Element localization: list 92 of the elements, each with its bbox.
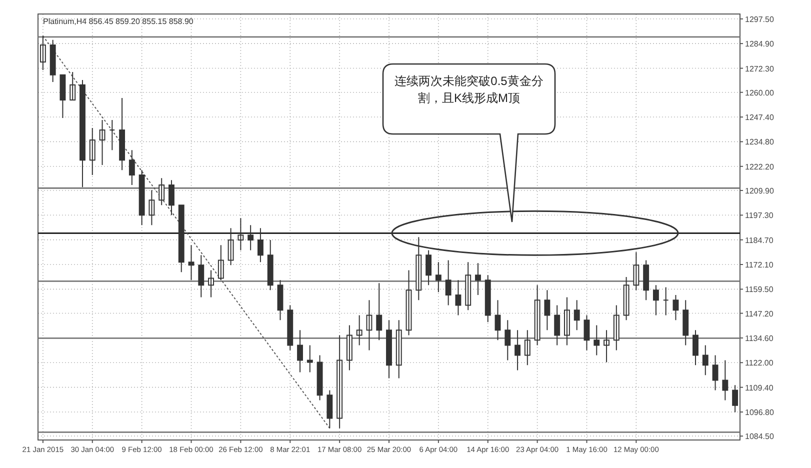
- y-tick-label: 1197.30: [745, 211, 774, 220]
- y-tick-label: 1159.50: [745, 285, 774, 294]
- candlestick: [208, 270, 214, 298]
- candlestick: [455, 280, 462, 316]
- candlestick: [346, 324, 352, 371]
- candlestick: [494, 300, 501, 341]
- y-tick-label: 1084.50: [745, 432, 774, 442]
- candlestick: [692, 330, 698, 366]
- y-tick-label: 1096.80: [745, 408, 774, 417]
- candlestick: [604, 330, 610, 363]
- candlestick: [426, 250, 432, 286]
- candlestick: [564, 296, 570, 346]
- candlestick: [326, 390, 333, 429]
- candlestick: [168, 180, 174, 216]
- candlestick: [484, 274, 491, 323]
- candlestick: [524, 330, 530, 366]
- candlestick: [40, 35, 46, 71]
- candlestick: [386, 320, 392, 379]
- candlestick: [514, 330, 521, 371]
- candlestick: [445, 260, 452, 306]
- y-tick-label: 1147.20: [745, 309, 774, 318]
- candlestick: [623, 276, 630, 321]
- candlestick: [128, 150, 135, 186]
- candlestick: [178, 204, 184, 273]
- candlestick: [643, 260, 650, 301]
- candlestick: [406, 270, 412, 336]
- candlestick: [554, 304, 560, 346]
- candlestick: [732, 384, 738, 413]
- candlestick: [158, 178, 165, 206]
- annotation: 连续两次未能突破0.5黄金分割，且K线形成M顶: [394, 74, 544, 105]
- y-tick-label: 1172.10: [745, 260, 774, 270]
- candlestick: [366, 300, 372, 351]
- candlestick: [652, 284, 659, 316]
- candlestick: [277, 280, 284, 321]
- candlestick: [356, 314, 362, 346]
- candlestick: [682, 300, 689, 346]
- candlestick: [248, 224, 254, 251]
- candlestick: [336, 334, 343, 429]
- candlestick: [722, 360, 728, 401]
- candlestick: [613, 304, 620, 351]
- candlestick: [99, 119, 106, 166]
- candlestick: [465, 262, 472, 311]
- y-tick-label: 1222.20: [745, 162, 774, 172]
- candlestick: [416, 236, 422, 301]
- candlestick: [198, 254, 204, 298]
- candlestick: [702, 344, 708, 376]
- candlestick: [475, 262, 481, 296]
- candlestick: [376, 282, 382, 341]
- candlestick: [662, 286, 669, 316]
- y-tick-label: 1247.40: [745, 113, 774, 122]
- candlestick: [148, 190, 155, 226]
- candlestick: [109, 119, 116, 151]
- candlestick: [257, 228, 264, 263]
- candlestick: [306, 344, 313, 373]
- candlestick: [435, 262, 442, 293]
- candlestick: [119, 98, 126, 171]
- candlestick: [138, 170, 145, 226]
- candlestick: [267, 240, 274, 291]
- candlestick: [228, 228, 234, 266]
- candlestick: [584, 314, 590, 351]
- candlestick: [504, 320, 511, 361]
- candlestick: [316, 354, 323, 401]
- candlestick: [70, 71, 76, 100]
- candlestick: [238, 218, 244, 251]
- callout: 连续两次未能突破0.5黄金分割，且K线形成M顶: [382, 63, 679, 256]
- y-tick-label: 1209.90: [745, 186, 774, 196]
- candlestick: [80, 80, 86, 188]
- y-tick-label: 1297.50: [745, 14, 774, 24]
- y-tick-label: 1272.30: [745, 64, 774, 74]
- candlestick: [297, 330, 303, 373]
- candlestick: [712, 354, 718, 391]
- candlestick: [60, 74, 66, 119]
- candlestick: [544, 290, 550, 331]
- candlestick: [672, 294, 679, 321]
- chart-title: Platinum,H4 856.45 859.20 855.15 858.90: [43, 17, 194, 26]
- candlestick: [534, 284, 540, 346]
- candlestick: [633, 252, 640, 291]
- candlestick: [89, 127, 96, 176]
- y-tick-label: 1184.70: [745, 236, 774, 245]
- candlestick: [188, 244, 194, 281]
- candlestick: [287, 304, 294, 351]
- y-tick-label: 1234.80: [745, 138, 774, 147]
- candlestick: [594, 324, 600, 356]
- y-tick-label: 1109.40: [745, 383, 774, 392]
- y-tick-label: 1284.90: [745, 40, 774, 49]
- y-tick-label: 1122.00: [745, 358, 774, 368]
- candlestick: [218, 244, 224, 281]
- candlestick: [574, 300, 580, 331]
- candlestick: [396, 320, 402, 379]
- y-tick-label: 1260.00: [745, 88, 774, 98]
- candlestick: [50, 39, 56, 82]
- y-tick-label: 1134.60: [745, 334, 774, 343]
